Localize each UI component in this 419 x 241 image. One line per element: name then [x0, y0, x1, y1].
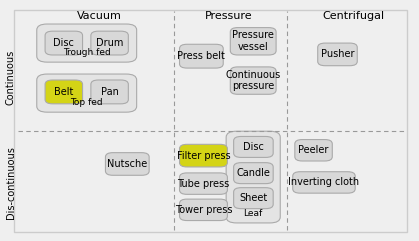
FancyBboxPatch shape: [179, 173, 228, 194]
Text: Dis-continuous: Dis-continuous: [5, 146, 16, 219]
Text: Inverting cloth: Inverting cloth: [288, 177, 360, 187]
FancyBboxPatch shape: [226, 131, 280, 223]
Text: Continuous
pressure: Continuous pressure: [225, 70, 281, 91]
Text: Pan: Pan: [101, 87, 119, 97]
Text: Tube press: Tube press: [177, 179, 230, 189]
Text: Press belt: Press belt: [177, 51, 225, 61]
Text: Filter press: Filter press: [177, 151, 230, 161]
Text: Sheet: Sheet: [239, 193, 268, 203]
FancyBboxPatch shape: [230, 27, 276, 55]
Text: Disc: Disc: [243, 142, 264, 152]
Text: Belt: Belt: [54, 87, 73, 97]
Text: Pusher: Pusher: [321, 49, 354, 59]
FancyBboxPatch shape: [45, 80, 83, 104]
FancyBboxPatch shape: [91, 31, 128, 55]
Text: Pressure
vessel: Pressure vessel: [232, 31, 274, 52]
FancyBboxPatch shape: [318, 43, 357, 66]
Text: Leaf: Leaf: [243, 209, 263, 218]
FancyBboxPatch shape: [179, 44, 223, 68]
Text: Peeler: Peeler: [298, 145, 329, 155]
FancyBboxPatch shape: [230, 67, 276, 94]
Text: Trough fed: Trough fed: [63, 48, 111, 57]
FancyBboxPatch shape: [179, 199, 228, 221]
FancyBboxPatch shape: [179, 144, 228, 167]
FancyBboxPatch shape: [295, 140, 332, 161]
FancyBboxPatch shape: [91, 80, 128, 104]
FancyBboxPatch shape: [234, 188, 273, 209]
FancyBboxPatch shape: [293, 172, 355, 193]
FancyBboxPatch shape: [234, 136, 273, 157]
FancyBboxPatch shape: [37, 74, 137, 112]
FancyBboxPatch shape: [234, 163, 273, 184]
Text: Continuous: Continuous: [5, 50, 16, 105]
FancyBboxPatch shape: [106, 153, 149, 175]
Text: Pressure: Pressure: [204, 11, 252, 21]
Text: Top fed: Top fed: [70, 98, 103, 107]
Text: Vacuum: Vacuum: [77, 11, 122, 21]
Text: Drum: Drum: [96, 38, 123, 48]
Text: Tower press: Tower press: [175, 205, 232, 215]
Text: Candle: Candle: [236, 168, 270, 178]
FancyBboxPatch shape: [45, 31, 83, 55]
Text: Nutsche: Nutsche: [107, 159, 147, 169]
Text: Disc: Disc: [53, 38, 74, 48]
Text: Centrifugal: Centrifugal: [322, 11, 384, 21]
FancyBboxPatch shape: [37, 24, 137, 62]
